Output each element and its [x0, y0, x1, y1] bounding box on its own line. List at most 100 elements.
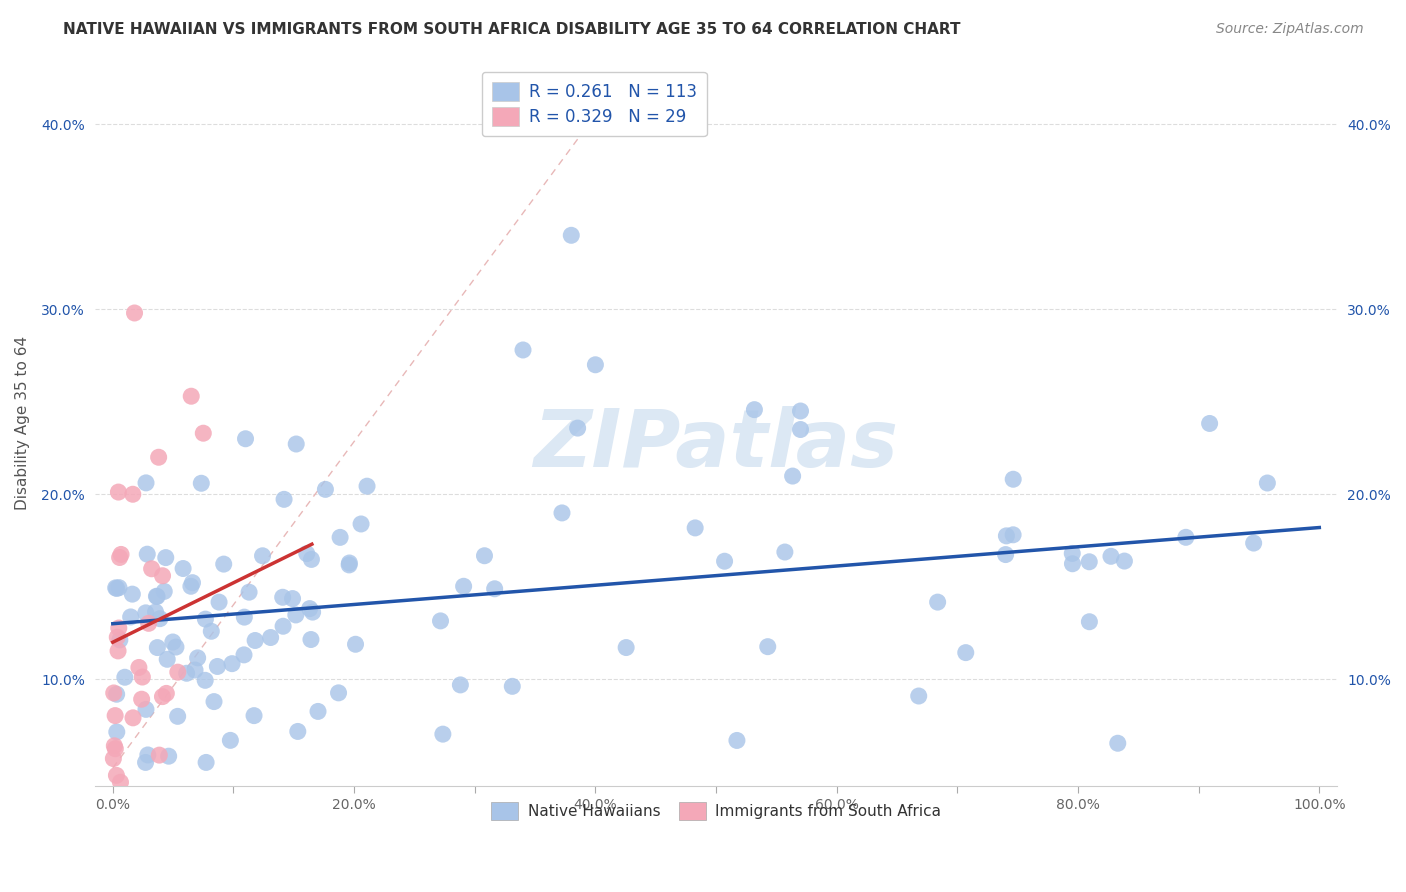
- Point: [243, 708, 266, 723]
- Point: [243, 633, 266, 648]
- Point: [114, 670, 136, 684]
- Point: [148, 450, 170, 465]
- Point: [105, 768, 128, 782]
- Point: [453, 579, 475, 593]
- Point: [484, 582, 506, 596]
- Point: [994, 548, 1017, 562]
- Point: [238, 585, 260, 599]
- Legend: Native Hawaiians, Immigrants from South Africa: Native Hawaiians, Immigrants from South …: [485, 797, 948, 826]
- Text: NATIVE HAWAIIAN VS IMMIGRANTS FROM SOUTH AFRICA DISABILITY AGE 35 TO 64 CORRELAT: NATIVE HAWAIIAN VS IMMIGRANTS FROM SOUTH…: [63, 22, 960, 37]
- Point: [104, 581, 127, 595]
- Point: [162, 635, 184, 649]
- Point: [104, 708, 127, 723]
- Point: [1062, 546, 1084, 560]
- Text: ZIPatlas: ZIPatlas: [533, 406, 898, 483]
- Point: [190, 476, 212, 491]
- Point: [356, 479, 378, 493]
- Point: [344, 637, 367, 651]
- Point: [135, 702, 157, 716]
- Point: [281, 591, 304, 606]
- Point: [713, 554, 735, 568]
- Point: [155, 686, 177, 700]
- Point: [212, 557, 235, 571]
- Point: [1078, 555, 1101, 569]
- Point: [432, 727, 454, 741]
- Point: [235, 432, 257, 446]
- Point: [108, 550, 131, 565]
- Point: [195, 756, 218, 770]
- Point: [1002, 472, 1025, 486]
- Point: [1114, 554, 1136, 568]
- Point: [339, 556, 361, 570]
- Point: [165, 640, 187, 654]
- Point: [773, 545, 796, 559]
- Text: Source: ZipAtlas.com: Source: ZipAtlas.com: [1216, 22, 1364, 37]
- Point: [104, 741, 127, 756]
- Point: [194, 612, 217, 626]
- Point: [284, 607, 307, 622]
- Point: [301, 552, 323, 566]
- Point: [120, 610, 142, 624]
- Point: [219, 733, 242, 747]
- Point: [180, 579, 202, 593]
- Point: [152, 690, 174, 704]
- Point: [1174, 530, 1197, 544]
- Point: [301, 605, 323, 619]
- Point: [1002, 528, 1025, 542]
- Point: [180, 389, 202, 403]
- Y-axis label: Disability Age 35 to 64: Disability Age 35 to 64: [15, 336, 30, 510]
- Point: [107, 485, 129, 500]
- Point: [107, 621, 129, 635]
- Point: [152, 568, 174, 582]
- Point: [122, 711, 145, 725]
- Point: [299, 632, 322, 647]
- Point: [121, 587, 143, 601]
- Point: [136, 747, 159, 762]
- Point: [683, 521, 706, 535]
- Point: [350, 516, 373, 531]
- Point: [1062, 557, 1084, 571]
- Point: [208, 595, 231, 609]
- Point: [146, 640, 169, 655]
- Point: [337, 558, 360, 572]
- Point: [314, 483, 336, 497]
- Point: [259, 631, 281, 645]
- Point: [295, 547, 318, 561]
- Point: [1256, 475, 1278, 490]
- Point: [789, 404, 811, 418]
- Point: [789, 423, 811, 437]
- Point: [583, 358, 606, 372]
- Point: [202, 695, 225, 709]
- Point: [328, 686, 350, 700]
- Point: [105, 687, 128, 701]
- Point: [1107, 736, 1129, 750]
- Point: [233, 610, 256, 624]
- Point: [194, 673, 217, 688]
- Point: [782, 469, 804, 483]
- Point: [307, 705, 329, 719]
- Point: [233, 648, 256, 662]
- Point: [105, 725, 128, 739]
- Point: [1099, 549, 1122, 564]
- Point: [1198, 417, 1220, 431]
- Point: [110, 548, 132, 562]
- Point: [172, 561, 194, 575]
- Point: [187, 651, 209, 665]
- Point: [995, 529, 1018, 543]
- Point: [124, 306, 146, 320]
- Point: [131, 670, 153, 684]
- Point: [560, 228, 582, 243]
- Point: [955, 646, 977, 660]
- Point: [614, 640, 637, 655]
- Point: [135, 606, 157, 620]
- Point: [157, 749, 180, 764]
- Point: [551, 506, 574, 520]
- Point: [145, 589, 167, 603]
- Point: [512, 343, 534, 357]
- Point: [725, 733, 748, 747]
- Point: [221, 657, 243, 671]
- Point: [131, 692, 153, 706]
- Point: [110, 775, 132, 789]
- Point: [135, 756, 157, 770]
- Point: [176, 666, 198, 681]
